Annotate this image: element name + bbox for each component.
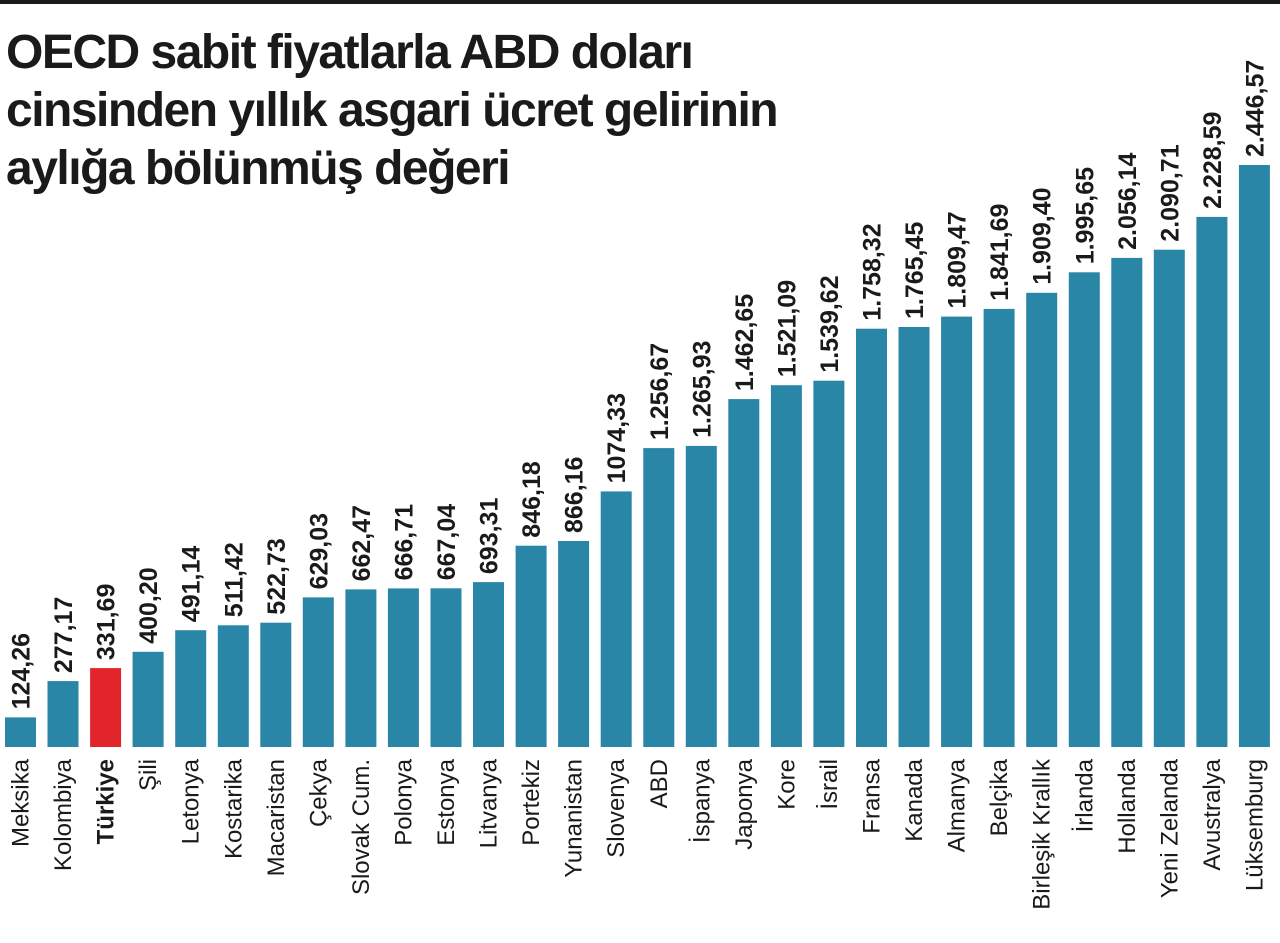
value-label-kostarika: 511,42: [220, 542, 248, 617]
category-label-birlesik-krallik: Birleşik Krallık: [1029, 758, 1056, 910]
category-label-slovenya: Slovenya: [603, 758, 630, 857]
value-label-belcika: 1.841,69: [986, 204, 1014, 301]
value-label-irlanda: 1.995,65: [1071, 167, 1099, 264]
bar-sili: [132, 651, 164, 747]
value-label-kore: 1.521,09: [773, 280, 801, 377]
value-label-luksemburg: 2.446,57: [1241, 60, 1269, 157]
value-label-israil: 1.539,62: [816, 275, 844, 372]
title-line-3: aylığa bölünmüş değeri: [6, 142, 511, 195]
category-label-irlanda: İrlanda: [1071, 758, 1098, 832]
bar-japonya: [728, 399, 760, 747]
category-label-estonya: Estonya: [433, 758, 460, 845]
value-label-hollanda: 2.056,14: [1114, 152, 1142, 249]
bar-macaristan: [260, 622, 292, 747]
category-label-litvanya: Litvanya: [476, 758, 503, 848]
value-label-letonya: 491,14: [178, 546, 206, 623]
category-label-kore: Kore: [773, 759, 800, 810]
category-label-cekya: Çekya: [305, 758, 332, 827]
category-label-japonya: Japonya: [731, 758, 758, 849]
value-label-litvanya: 693,31: [476, 498, 504, 575]
category-label-slovak-cum: Slovak Cum.: [348, 759, 375, 895]
bar-estonya: [430, 588, 462, 747]
value-label-abd: 1.256,67: [646, 343, 674, 440]
bar-letonya: [175, 630, 207, 747]
value-label-almanya: 1.809,47: [944, 211, 972, 308]
category-label-abd: ABD: [646, 759, 673, 808]
value-label-slovenya: 1074,33: [603, 393, 631, 483]
category-label-turkiye: Türkiye: [93, 759, 120, 844]
bar-meksika: [5, 717, 36, 747]
category-label-yeni-zelanda: Yeni Zelanda: [1156, 758, 1183, 898]
value-label-fransa: 1.758,32: [859, 223, 887, 320]
title-line-2: cinsinden yıllık asgari ücret gelirinin: [6, 84, 779, 137]
category-label-sili: Şili: [135, 759, 162, 791]
category-label-kolombiya: Kolombiya: [50, 758, 77, 871]
category-label-fransa: Fransa: [859, 758, 886, 833]
category-label-kanada: Kanada: [901, 758, 928, 841]
bar-israil: [813, 380, 845, 747]
bar-turkiye: [90, 668, 122, 747]
bar-polonya: [387, 588, 419, 747]
category-label-avustralya: Avustralya: [1199, 758, 1226, 870]
value-label-sili: 400,20: [135, 567, 163, 643]
bar-ispanya: [685, 445, 717, 747]
value-label-cekya: 629,03: [305, 513, 333, 589]
value-label-polonya: 666,71: [390, 504, 418, 581]
category-label-israil: İsrail: [816, 759, 843, 810]
value-label-slovak-cum: 662,47: [348, 505, 376, 581]
bar-litvanya: [473, 582, 504, 747]
bar-hollanda: [1111, 257, 1143, 747]
bar-kolombiya: [47, 681, 79, 747]
value-label-yeni-zelanda: 2.090,71: [1156, 144, 1184, 241]
category-label-belcika: Belçika: [986, 758, 1013, 836]
bar-almanya: [941, 316, 973, 747]
bar-avustralya: [1196, 216, 1228, 747]
value-label-meksika: 124,26: [8, 633, 36, 709]
category-label-meksika: Meksika: [8, 758, 35, 847]
bar-slovak-cum: [345, 589, 377, 747]
bar-belcika: [983, 308, 1015, 747]
value-label-yunanistan: 866,16: [561, 457, 589, 533]
value-label-kolombiya: 277,17: [50, 597, 78, 673]
bar-slovenya: [600, 491, 632, 747]
category-label-kostarika: Kostarika: [220, 758, 247, 859]
value-label-portekiz: 846,18: [518, 461, 546, 538]
category-label-ispanya: İspanya: [688, 758, 715, 843]
bar-kanada: [898, 327, 930, 747]
bar-irlanda: [1068, 272, 1100, 747]
value-label-estonya: 667,04: [433, 504, 461, 581]
bar-cekya: [302, 597, 334, 747]
category-label-hollanda: Hollanda: [1114, 758, 1141, 853]
category-label-polonya: Polonya: [390, 758, 417, 845]
bar-birlesik-krallik: [1026, 292, 1058, 747]
bar-abd: [643, 448, 675, 747]
bar-kore: [770, 385, 802, 747]
top-rule: [0, 0, 1280, 4]
value-label-avustralya: 2.228,59: [1199, 112, 1227, 209]
category-label-almanya: Almanya: [944, 758, 971, 852]
bar-fransa: [856, 328, 887, 747]
value-label-birlesik-krallik: 1.909,40: [1029, 187, 1057, 284]
category-label-yunanistan: Yunanistan: [561, 759, 588, 878]
bar-kostarika: [217, 625, 249, 747]
category-label-luksemburg: Lüksemburg: [1241, 759, 1268, 891]
value-label-ispanya: 1.265,93: [688, 341, 716, 438]
value-label-japonya: 1.462,65: [731, 294, 759, 391]
bar-yeni-zelanda: [1153, 249, 1185, 747]
title-line-1: OECD sabit fiyatlarla ABD doları: [6, 26, 694, 79]
value-label-turkiye: 331,69: [93, 584, 121, 660]
value-label-kanada: 1.765,45: [901, 222, 929, 319]
category-label-letonya: Letonya: [178, 758, 205, 844]
chart-title: OECD sabit fiyatlarla ABD doları cinsind…: [6, 24, 806, 198]
bar-yunanistan: [558, 541, 590, 747]
category-label-portekiz: Portekiz: [518, 759, 545, 846]
bar-luksemburg: [1238, 165, 1270, 747]
value-label-macaristan: 522,73: [263, 538, 291, 614]
bar-portekiz: [515, 545, 547, 747]
category-label-macaristan: Macaristan: [263, 759, 290, 876]
